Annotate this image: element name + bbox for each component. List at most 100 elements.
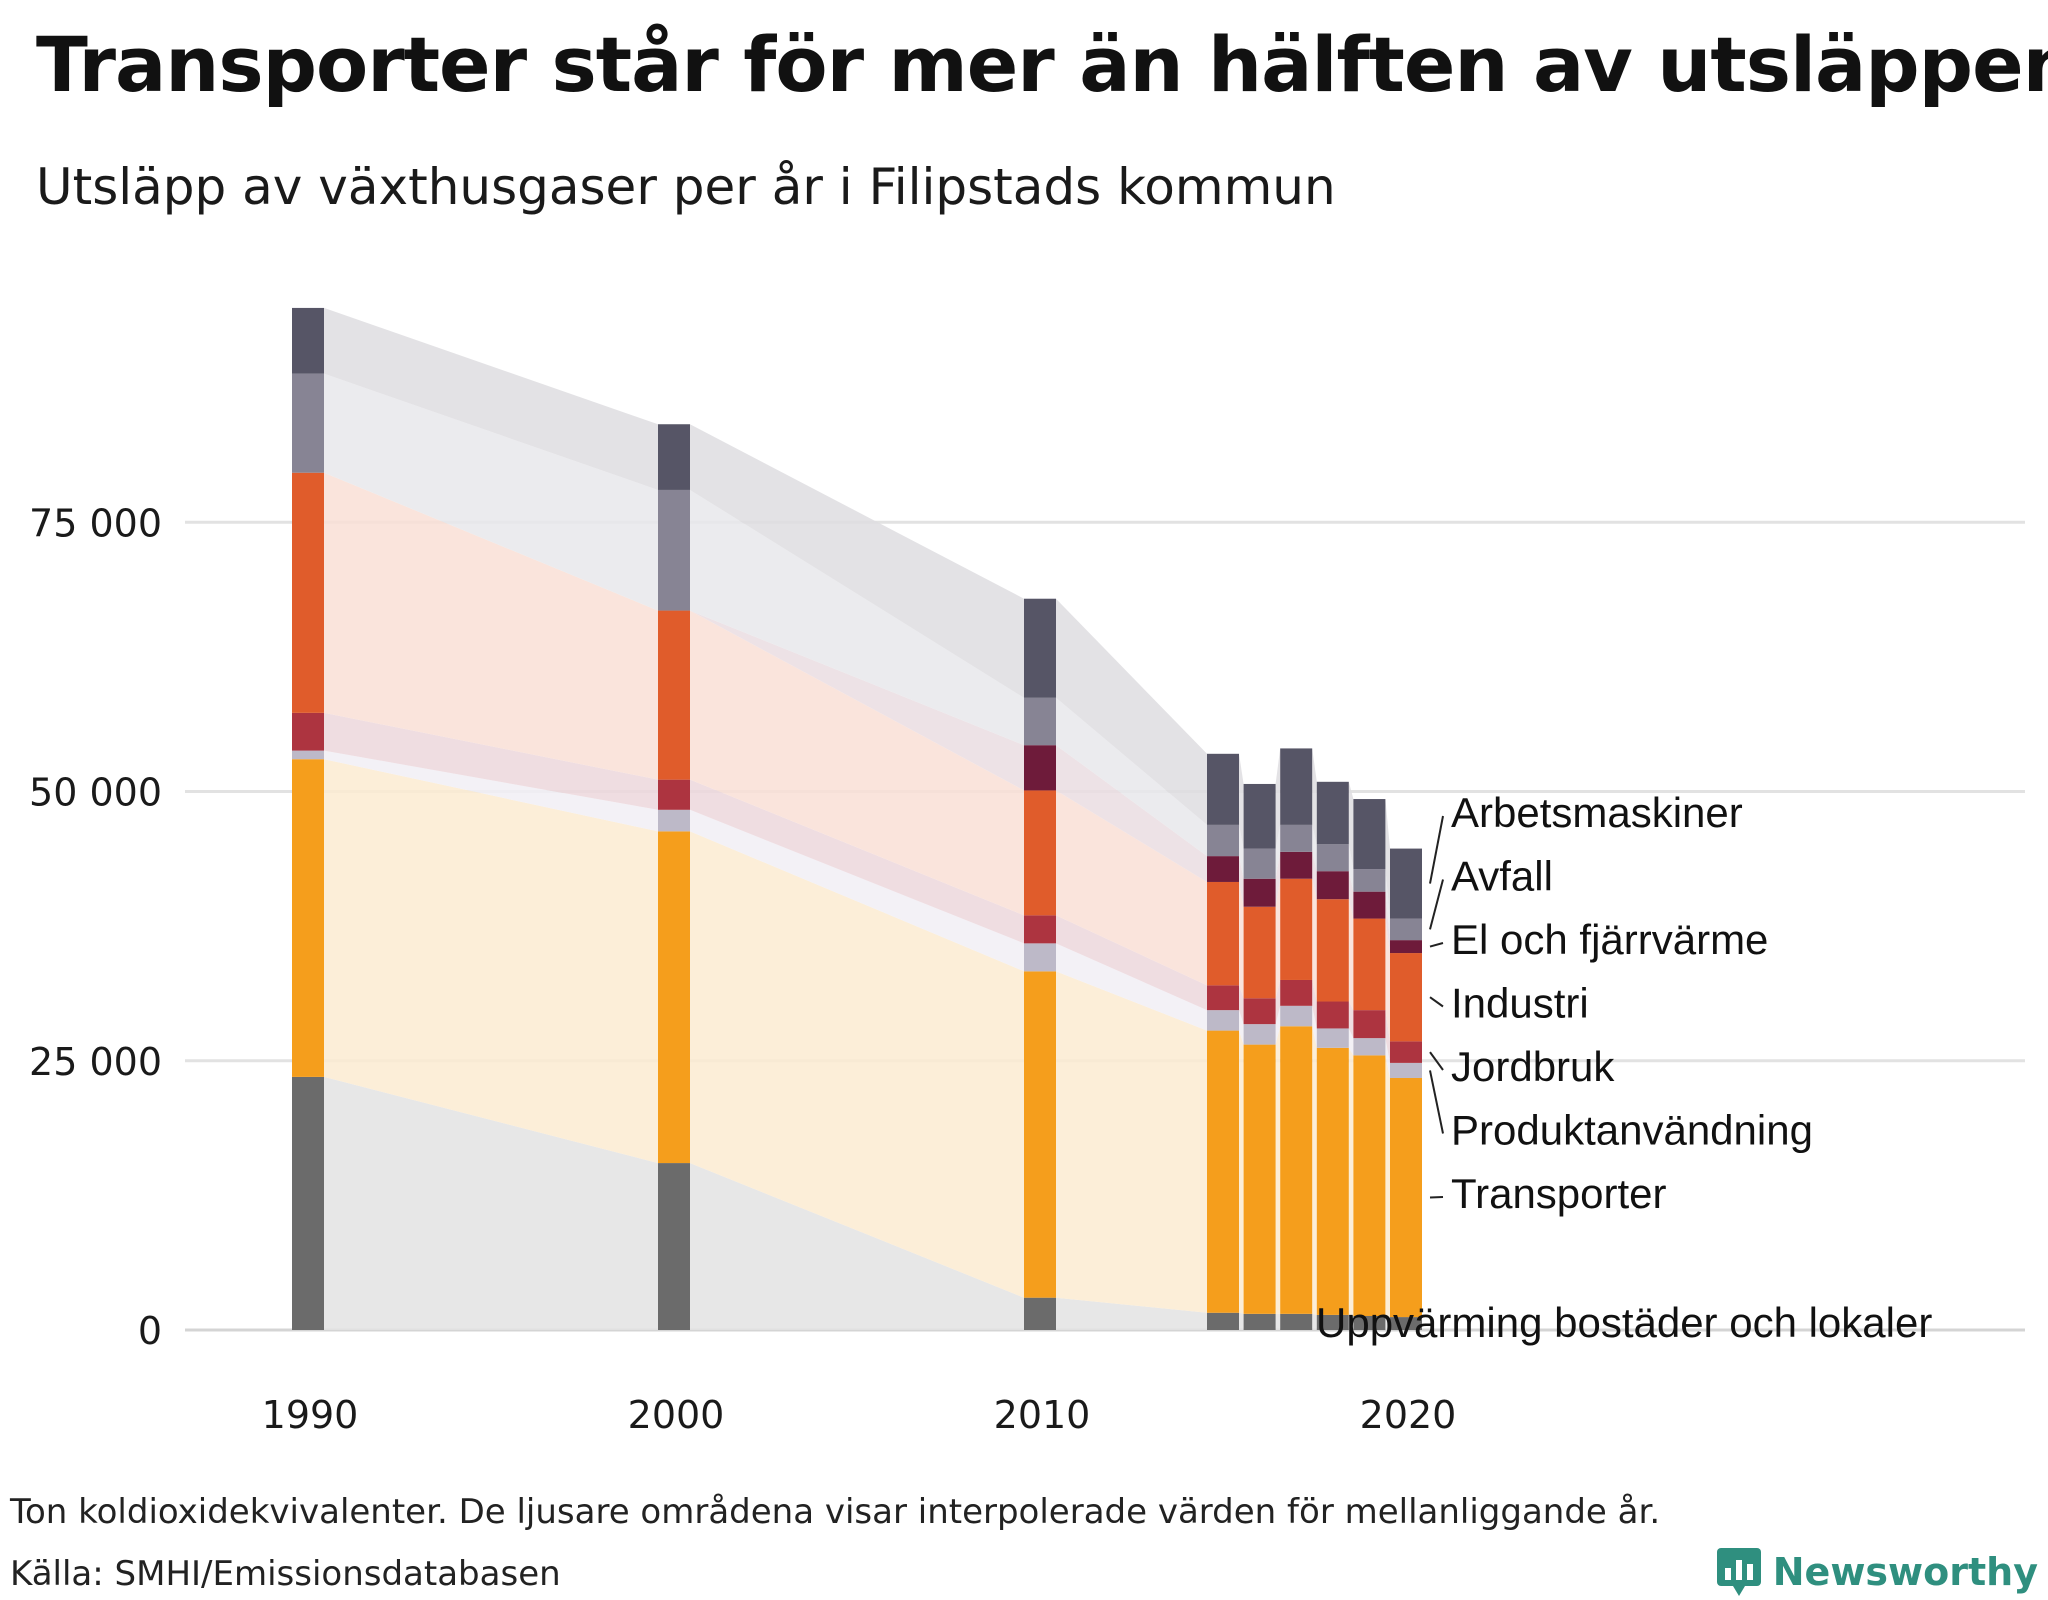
bar-segment (1243, 1044, 1276, 1314)
interpolated-band (1348, 1314, 1354, 1330)
interpolated-band (1312, 878, 1317, 1002)
bar-segment (1316, 1047, 1349, 1315)
bar-segment (1280, 878, 1313, 980)
interpolated-band (324, 759, 658, 1164)
bar-segment (1207, 856, 1239, 882)
x-tick-label: 2000 (628, 1393, 725, 1437)
x-axis-ticks: 1990 2000 2010 2020 (262, 1393, 1457, 1437)
interpolated-band (1348, 844, 1354, 892)
stacked-emissions-chart: 0 25 000 50 000 75 000 1990 2000 2010 2020 Arb… (29, 307, 2025, 1437)
interpolated-band (1056, 1297, 1207, 1330)
footnote: Ton koldioxidekvivalenter. De ljusare om… (10, 1492, 1661, 1532)
interpolated-band (1348, 781, 1354, 870)
interpolated-band (1275, 979, 1281, 1025)
series-label: Produktanvändning (1451, 1107, 1813, 1154)
bar-segment (1353, 891, 1386, 919)
interpolated-band (1275, 878, 1281, 999)
label-leader-line (1429, 1070, 1444, 1134)
interpolated-band (690, 424, 1024, 698)
x-tick-label: 2020 (1360, 1393, 1457, 1437)
interpolated-band (1312, 979, 1317, 1029)
bar-segment (1353, 799, 1386, 870)
interpolated-band (324, 307, 658, 490)
interpolated-band (690, 489, 1024, 746)
interpolated-band (1312, 1026, 1317, 1315)
interpolated-band (1275, 748, 1281, 849)
interpolated-band (1312, 1005, 1317, 1048)
bar-segment (1316, 871, 1349, 900)
interpolated-band (1239, 856, 1244, 907)
y-tick-label: 50 000 (29, 771, 162, 815)
interpolated-band (690, 1163, 1024, 1330)
series-label: Avfall (1451, 853, 1553, 900)
bar-segment (292, 373, 324, 473)
series-labels: Arbetsmaskiner Avfall El och fjärrvärme Ind… (1316, 789, 1932, 1346)
source-credit: Källa: SMHI/Emissionsdatabasen (10, 1554, 561, 1594)
bar-segment (1390, 1317, 1422, 1330)
bar-chart-speech-bubble-icon (1716, 1548, 1761, 1596)
bar-segment (658, 1163, 690, 1330)
series-label: Jordbruk (1451, 1043, 1615, 1090)
interpolated-band (1385, 869, 1390, 941)
bar-segment (1353, 869, 1386, 892)
interpolated-band (1275, 1026, 1281, 1314)
bar-segment (1353, 918, 1386, 1011)
bar-segment (292, 759, 324, 1077)
bar-segment (658, 610, 690, 780)
y-tick-label: 75 000 (29, 501, 162, 545)
interpolated-band (324, 373, 658, 611)
bar-segment (1316, 1314, 1349, 1330)
y-axis-ticks: 0 25 000 50 000 75 000 (29, 501, 162, 1353)
interpolated-band (1056, 790, 1207, 986)
bar-segment (1024, 697, 1056, 746)
interpolated-band (1275, 824, 1281, 879)
bar-segment (1024, 1297, 1056, 1330)
bar-segment (1390, 918, 1422, 941)
bar-segment (1024, 971, 1056, 1298)
brand-logo[interactable]: Newsworthy (1715, 1546, 2038, 1598)
bar-segment (1207, 753, 1239, 825)
interpolated-band (1385, 1315, 1390, 1330)
interpolated-bands (324, 307, 1390, 1330)
bar-segment (1243, 783, 1276, 849)
bar-segment (1390, 1041, 1422, 1063)
interpolated-band (1312, 1313, 1317, 1330)
bar-segment (1243, 848, 1276, 879)
label-leader-line (1429, 1196, 1444, 1199)
chart-subtitle: Utsläpp av växthusgaser per år i Filipst… (36, 158, 1336, 216)
bar-segment (658, 489, 690, 611)
bar-segment (1353, 1038, 1386, 1056)
label-leader-line (1429, 996, 1444, 1008)
bar-segment (1280, 748, 1313, 825)
bar-segment (1243, 1024, 1276, 1045)
interpolated-band (690, 831, 1024, 1298)
bar-segment (658, 779, 690, 810)
bar-segment (292, 307, 324, 374)
bar-segment (1353, 1315, 1386, 1330)
bar-segment (658, 809, 690, 832)
series-label: Industri (1451, 980, 1589, 1027)
bar-segment (1207, 824, 1239, 857)
interpolated-band (1312, 851, 1317, 900)
interpolated-band (1239, 881, 1244, 999)
interpolated-band (690, 610, 1024, 916)
interpolated-band (1348, 1001, 1354, 1039)
bar-segment (1207, 1030, 1239, 1313)
interpolated-band (1312, 748, 1317, 845)
interpolated-band (1056, 971, 1207, 1313)
bar-segment (1207, 985, 1239, 1011)
x-tick-label: 2010 (994, 1393, 1091, 1437)
interpolated-band (1239, 1312, 1244, 1330)
interpolated-band (1239, 1010, 1244, 1045)
interpolated-band (1239, 753, 1244, 849)
bar-segment (1316, 781, 1349, 845)
chart-title: Transporter står för mer än hälften av u… (36, 20, 2048, 109)
interpolated-band (1239, 1030, 1244, 1314)
bar-segment (1280, 1313, 1313, 1330)
interpolated-band (324, 712, 658, 810)
interpolated-band (324, 472, 658, 780)
bar-segment (1243, 906, 1276, 999)
interpolated-band (1348, 871, 1354, 919)
y-tick-label: 0 (138, 1309, 162, 1353)
bar-segment (1024, 915, 1056, 944)
